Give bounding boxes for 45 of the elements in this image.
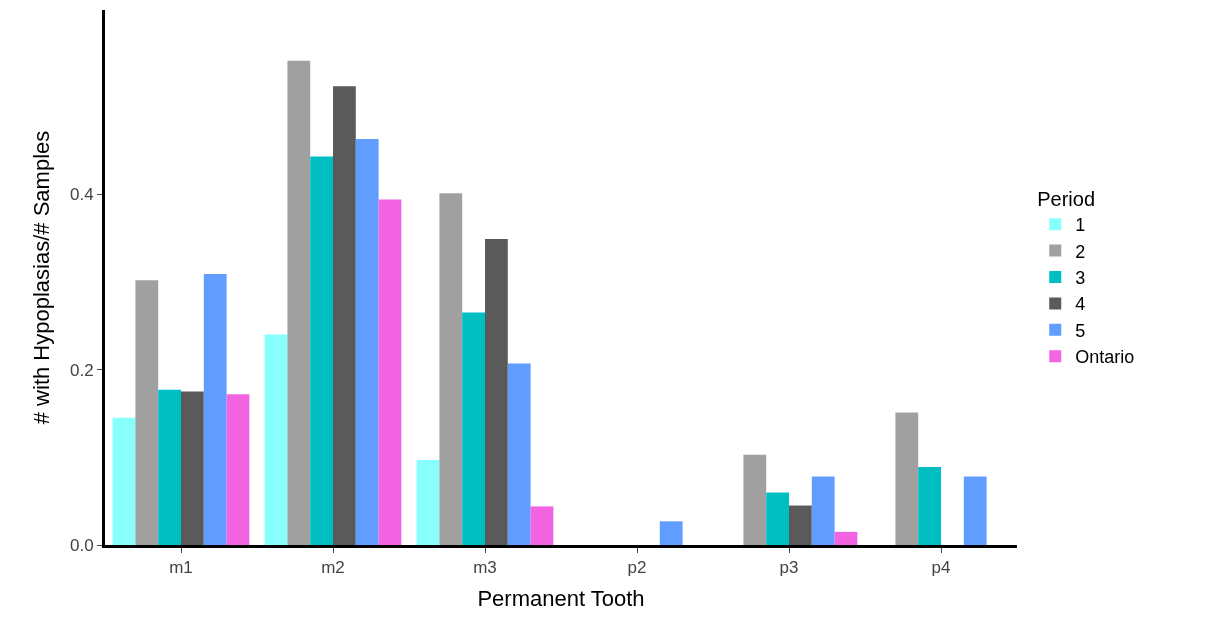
legend-title: Period [1037, 188, 1096, 210]
bar [181, 391, 204, 545]
bar [112, 417, 136, 545]
legend-label: 5 [1075, 320, 1086, 341]
x-tick-label: m3 [473, 558, 497, 578]
y-tick-label: 0.0 [69, 535, 94, 555]
bar [507, 363, 531, 545]
bar [158, 389, 181, 545]
x-tick-label: m1 [169, 558, 193, 578]
x-tick-label: m2 [321, 558, 345, 578]
bar [310, 156, 333, 545]
x-tick-label: p4 [931, 558, 951, 578]
bar [530, 506, 554, 545]
bar [264, 334, 288, 545]
legend-label: 1 [1075, 215, 1086, 236]
bar [895, 412, 919, 545]
bar [416, 459, 440, 545]
bar [485, 238, 508, 545]
y-tick-label: 0.2 [69, 360, 94, 380]
bar [287, 60, 311, 545]
y-axis-title: # with Hypoplasias/# Samples [28, 130, 54, 425]
bar [378, 199, 402, 545]
bar [811, 476, 835, 545]
bar [355, 138, 379, 545]
bar [918, 466, 941, 545]
bar [743, 454, 767, 545]
bar [439, 193, 463, 545]
legend-label: 4 [1075, 294, 1086, 315]
x-tick-label: p3 [779, 558, 799, 578]
bar [659, 521, 683, 545]
bar [462, 312, 485, 545]
bar [226, 394, 250, 545]
bar [203, 273, 227, 545]
legend-label: 3 [1075, 268, 1086, 289]
bar [963, 476, 987, 545]
x-tick-label: p2 [627, 558, 647, 578]
bar [834, 531, 858, 545]
legend-label: 2 [1075, 241, 1086, 262]
y-tick-label: 0.4 [69, 185, 94, 205]
bar [135, 280, 159, 545]
bar [789, 505, 812, 545]
bar [333, 86, 356, 545]
x-axis-title: Permanent Tooth [477, 586, 645, 612]
bar [766, 492, 789, 545]
legend-label: Ontario [1075, 347, 1135, 368]
